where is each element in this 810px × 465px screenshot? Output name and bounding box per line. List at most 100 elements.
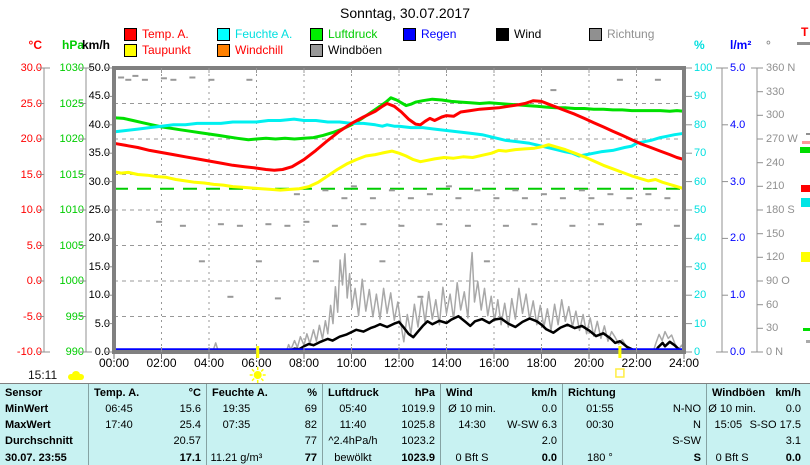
hpa-axis-unit: hPa	[61, 38, 84, 52]
direction-mark	[417, 295, 424, 298]
direction-mark	[156, 220, 163, 223]
cell-value: 1023.2	[401, 435, 435, 447]
cell-value: 77	[304, 451, 317, 464]
percent-tick-label: 90	[694, 90, 707, 103]
legend-swatch-icon	[217, 27, 230, 41]
direction-mark	[125, 78, 132, 81]
direction-mark	[502, 224, 509, 227]
direction-mark	[588, 197, 595, 200]
clipped-fragment	[797, 42, 810, 45]
time-axis-label: 00:00	[98, 356, 130, 370]
sun-ray	[251, 368, 255, 373]
legend-swatch-icon	[589, 27, 602, 41]
direction-mark	[664, 197, 671, 200]
table-cell: 2.0	[440, 433, 562, 449]
direction-mark	[540, 193, 547, 196]
lm2-tick-label: 3.0	[730, 175, 746, 188]
direction-mark	[331, 224, 338, 227]
legend-label: Feuchte A.	[235, 27, 293, 41]
legend-swatch-icon	[310, 43, 323, 57]
hpa-tick-label: 990	[65, 346, 84, 358]
direction-mark	[265, 223, 272, 226]
legend-label: Windchill	[235, 43, 284, 57]
column-name: Richtung	[568, 386, 616, 399]
table-cell: 77	[206, 433, 322, 449]
table-column-header: Wind km/h	[440, 384, 562, 401]
direction-mark	[464, 224, 471, 227]
legend-item-temp-a-: Temp. A.	[124, 27, 189, 41]
table-row-label: MinWert	[5, 403, 49, 415]
direction-mark	[626, 197, 633, 200]
cell-value: 77	[304, 435, 317, 447]
cell-value: W-SW 6.3	[507, 419, 557, 431]
kmh-tick-label: 45.0	[88, 90, 110, 103]
degrees-axis-unit: °	[766, 38, 771, 52]
direction-mark	[274, 297, 281, 300]
direction-mark	[388, 189, 395, 192]
legend-label: Regen	[421, 27, 457, 41]
lm2-tick-label: 1.0	[730, 289, 746, 302]
column-unit: km/h	[775, 386, 801, 399]
kmh-tick-label: 15.0	[88, 260, 110, 273]
direction-mark	[341, 197, 348, 200]
celsius-tick-label: 15.0	[20, 168, 42, 181]
direction-mark	[521, 197, 528, 200]
direction-mark	[607, 193, 614, 196]
series-wind	[114, 314, 685, 354]
series-pressure	[113, 96, 685, 142]
direction-mark	[635, 223, 642, 226]
table-cell: bewölkt 1023.9	[322, 449, 440, 465]
table-column-header: Temp. A. °C	[88, 384, 206, 401]
table-cell: ^2.4hPa/h 1023.2	[322, 433, 440, 449]
direction-mark	[217, 223, 224, 226]
column-name: Feuchte A.	[212, 386, 268, 399]
time-axis-label: 18:00	[526, 356, 557, 370]
cell-time: Ø 10 min.	[448, 403, 496, 415]
celsius-tick-label: 0.0	[26, 275, 42, 287]
direction-mark	[118, 76, 125, 79]
lm2-tick-label: 4.0	[730, 118, 746, 131]
time-axis-label: 12:00	[383, 356, 415, 370]
direction-mark	[597, 223, 604, 226]
column-name: Temp. A.	[94, 386, 140, 399]
kmh-tick-label: 5.0	[94, 317, 110, 330]
table-cell: 07:35 82	[206, 417, 322, 433]
cell-value: N-NO	[672, 403, 701, 415]
hpa-tick-label: 1025	[59, 97, 84, 110]
kmh-tick-label: 0.0	[94, 346, 110, 358]
kmh-tick-label: 10.0	[88, 289, 110, 302]
direction-mark	[246, 78, 253, 81]
table-cell: 17:40 25.4	[88, 417, 206, 433]
celsius-tick-label: -5.0	[23, 310, 42, 323]
direction-mark	[293, 193, 300, 196]
corner-timestamp: 15:11	[28, 368, 58, 382]
legend-item-luftdruck: Luftdruck	[310, 27, 377, 41]
cell-value: 1019.9	[401, 403, 435, 415]
kmh-tick-label: 30.0	[88, 175, 110, 188]
table-cell: 11.21 g/m³ 77	[206, 449, 322, 465]
direction-mark	[227, 295, 234, 298]
percent-tick-label: 80	[694, 118, 707, 131]
sunrise-sun-icon	[253, 371, 262, 379]
degrees-tick-label: 270 W	[766, 133, 798, 145]
series-gusts	[114, 251, 685, 353]
sunset-square-icon	[615, 368, 625, 378]
legend-label: Luftdruck	[328, 27, 378, 41]
kmh-tick-label: 40.0	[88, 118, 110, 131]
time-axis-label: 20:00	[573, 356, 605, 370]
time-axis-label: 24:00	[668, 356, 700, 370]
cell-value: 1025.8	[401, 419, 435, 431]
hpa-tick-label: 1020	[59, 133, 84, 145]
direction-mark	[160, 77, 167, 80]
cell-time: 01:55	[586, 403, 614, 415]
direction-mark	[360, 223, 367, 226]
degrees-tick-label: 90 O	[766, 275, 790, 287]
lm2-tick-label: 0.0	[730, 346, 746, 358]
direction-mark	[350, 185, 357, 188]
cell-time: 180 °	[587, 451, 613, 464]
sun-ray	[260, 368, 264, 373]
direction-mark	[132, 74, 139, 77]
direction-mark	[179, 224, 186, 227]
table-cell: 05:40 1019.9	[322, 401, 440, 417]
